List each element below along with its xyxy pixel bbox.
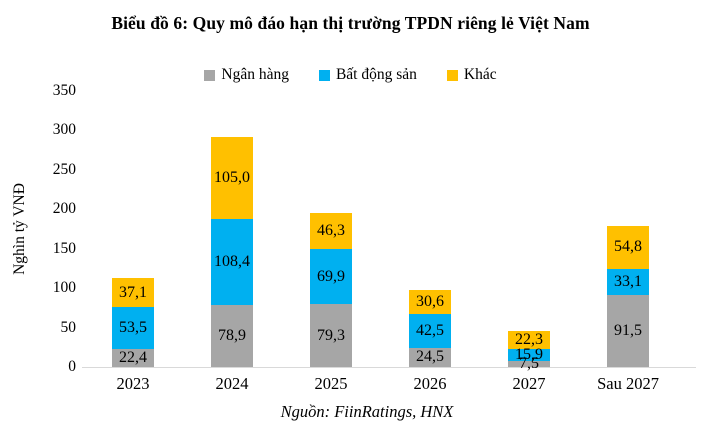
bar-segment-1-2026 (409, 314, 451, 348)
x-tick-label: Sau 2027 (597, 374, 659, 393)
bar-segment-0-2026 (409, 347, 451, 367)
bar-value-label: 79,3 (317, 326, 345, 344)
y-tick-label: 250 (52, 160, 76, 178)
y-tick-label: 300 (52, 121, 76, 139)
bar-value-label: 105,0 (214, 168, 250, 186)
bar-value-label: 46,3 (317, 222, 345, 240)
legend-item-1: Bất động sản (318, 66, 417, 84)
x-tick-label: 2027 (512, 374, 546, 393)
y-tick-label: 200 (52, 200, 76, 218)
bar-segment-2-2027 (508, 330, 550, 349)
legend-item-2: Khác (446, 66, 497, 84)
source-note: Nguồn: FiinRatings, HNX (280, 402, 454, 421)
bar-segment-1-2025 (310, 249, 352, 305)
legend-swatch-icon (204, 69, 216, 81)
bar-segment-0-2023 (112, 349, 154, 367)
bar-value-label: 53,5 (119, 319, 147, 337)
bar-segment-0-2025 (310, 304, 352, 367)
bar-segment-0-2027 (508, 361, 550, 367)
bar-segment-1-2027 (508, 348, 550, 362)
bar-value-label: 24,5 (416, 348, 444, 366)
bar-value-label: 69,9 (317, 267, 345, 285)
x-tick-label: 2023 (116, 374, 150, 393)
bar-segment-0-Sau 2027 (607, 294, 649, 367)
bar-segment-0-2024 (211, 304, 253, 367)
bar-segment-1-2024 (211, 219, 253, 305)
bar-segment-1-2023 (112, 307, 154, 350)
bar-segment-1-Sau 2027 (607, 268, 649, 295)
bar-value-label: 91,5 (614, 321, 642, 339)
y-tick-label: 150 (52, 239, 76, 257)
legend-item-0: Ngân hàng (204, 66, 289, 84)
bar-value-label: 22,4 (119, 349, 147, 367)
bar-value-label: 78,9 (218, 326, 246, 344)
legend-label: Bất động sản (335, 66, 417, 83)
x-tick-label: 2026 (413, 374, 447, 393)
bar-value-label: 22,3 (515, 330, 543, 348)
bar-value-label: 33,1 (614, 272, 642, 290)
legend-label: Ngân hàng (221, 66, 289, 83)
bar-value-label: 42,5 (416, 321, 444, 339)
bar-segment-2-2026 (409, 290, 451, 315)
legend-swatch-icon (318, 69, 330, 81)
bar-value-label: 108,4 (214, 253, 250, 271)
y-tick-label: 50 (60, 318, 77, 336)
legend-label: Khác (463, 66, 497, 83)
bar-segment-2-2024 (211, 136, 253, 220)
x-tick-label: 2025 (314, 374, 348, 393)
y-tick-label: 0 (68, 358, 76, 375)
y-tick-label: 350 (52, 82, 76, 99)
bar-value-label: 54,8 (614, 238, 642, 256)
bar-segment-2-2025 (310, 212, 352, 250)
bar-value-label: 7,5 (519, 355, 539, 373)
bar-value-label: 37,1 (119, 283, 147, 301)
legend-swatch-icon (446, 69, 458, 81)
y-tick-label: 100 (52, 279, 76, 297)
y-axis-title: Nghìn tỷ VNĐ (11, 183, 28, 275)
bar-segment-2-2023 (112, 277, 154, 308)
legend: Ngân hàng Bất động sản Khác (0, 66, 701, 84)
x-tick-label: 2024 (215, 374, 249, 393)
bar-value-label: 30,6 (416, 293, 444, 311)
chart-title: Biểu đồ 6: Quy mô đáo hạn thị trường TPD… (111, 13, 590, 33)
x-axis-line (82, 367, 696, 368)
bar-value-label: 15,9 (515, 345, 543, 363)
bar-segment-2-Sau 2027 (607, 225, 649, 269)
